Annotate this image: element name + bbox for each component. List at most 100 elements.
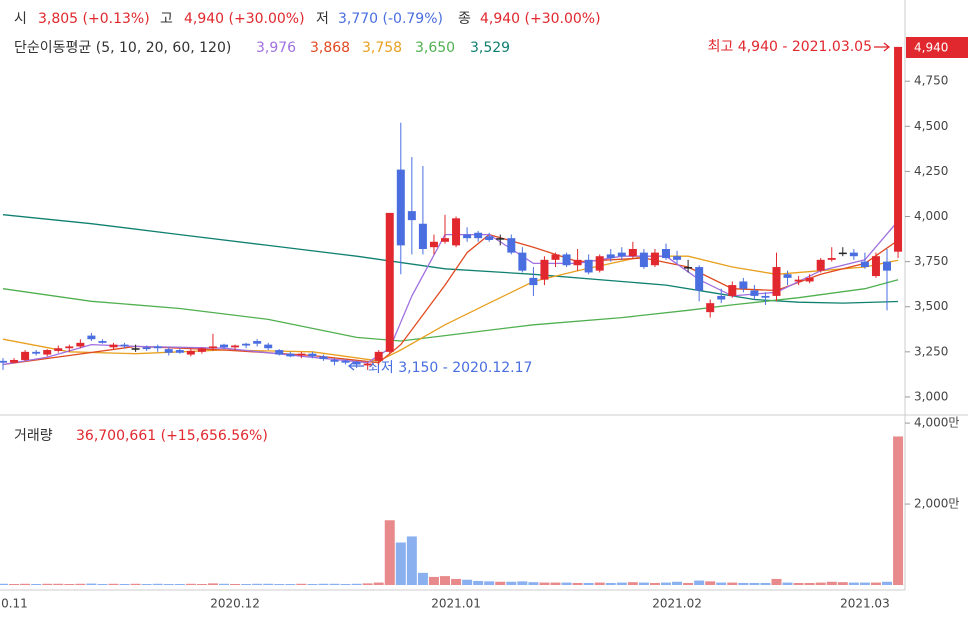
volume-bar bbox=[893, 436, 904, 585]
close-value: 4,940 (+30.00%) bbox=[480, 11, 601, 27]
volume-bar bbox=[672, 581, 683, 585]
candle-body bbox=[175, 350, 184, 353]
volume-bar bbox=[649, 582, 660, 585]
candle-body bbox=[32, 351, 41, 354]
volume-bar bbox=[274, 583, 285, 585]
candle-body bbox=[264, 344, 273, 349]
candle-body bbox=[728, 285, 737, 296]
open-label: 시 bbox=[14, 11, 27, 27]
volume-bar bbox=[31, 583, 42, 585]
candle-body bbox=[120, 344, 129, 347]
y-tick-label: 3,500 bbox=[914, 299, 948, 313]
volume-bar bbox=[473, 580, 484, 585]
volume-bar bbox=[340, 583, 351, 585]
volume-bar bbox=[517, 581, 528, 585]
volume-bar bbox=[395, 542, 406, 585]
candle-body bbox=[849, 252, 858, 257]
candle-body bbox=[43, 350, 52, 355]
y-tick-label: 4,250 bbox=[914, 164, 948, 178]
candle-body bbox=[297, 353, 306, 356]
candle-body bbox=[540, 259, 549, 280]
price-tag-box bbox=[906, 37, 968, 58]
candle-body bbox=[507, 238, 516, 253]
volume-bar bbox=[185, 583, 196, 585]
volume-bar bbox=[683, 582, 694, 585]
volume-bar bbox=[749, 582, 760, 585]
candle-body bbox=[109, 344, 118, 348]
volume-bar bbox=[782, 582, 793, 585]
candle-body bbox=[739, 281, 748, 289]
candle-body bbox=[452, 218, 461, 246]
volume-summary: 36,700,661 (+15,656.56%) bbox=[76, 428, 268, 444]
volume-bar bbox=[362, 583, 373, 585]
candle-body bbox=[407, 211, 416, 221]
candle-body bbox=[662, 249, 670, 259]
candle-body bbox=[860, 261, 869, 268]
candle-body bbox=[474, 232, 483, 239]
candle-body bbox=[164, 349, 173, 353]
candle-body bbox=[275, 350, 284, 355]
volume-bar bbox=[263, 583, 274, 585]
volume-bar bbox=[406, 536, 417, 585]
candle-body bbox=[761, 295, 770, 298]
y-tick-label: 4,000 bbox=[914, 209, 948, 223]
low-label: 저 bbox=[316, 11, 329, 27]
volume-bar bbox=[594, 582, 605, 585]
candle-body bbox=[562, 254, 571, 266]
candle-body bbox=[684, 267, 693, 269]
y-tick-label: 2,000만 bbox=[914, 497, 959, 511]
volume-bar bbox=[462, 579, 473, 585]
volume-bar bbox=[42, 583, 53, 585]
ma-value: 3,976 bbox=[256, 40, 296, 56]
price-tag: 4,940 bbox=[914, 41, 948, 55]
open-value: 3,805 (+0.13%) bbox=[38, 11, 150, 27]
volume-bar bbox=[0, 583, 8, 585]
candle-body bbox=[131, 348, 140, 350]
volume-bar bbox=[837, 582, 848, 585]
y-tick-label: 3,750 bbox=[914, 254, 948, 268]
volume-bar bbox=[771, 578, 782, 585]
ma-value: 3,758 bbox=[362, 40, 402, 56]
x-tick-label: 2021.01 bbox=[431, 597, 481, 611]
high-arrow bbox=[874, 42, 891, 52]
volume-bar bbox=[815, 582, 826, 585]
volume-bar bbox=[561, 582, 572, 585]
candle-body bbox=[330, 359, 339, 362]
volume-bar bbox=[318, 583, 329, 585]
volume-bar bbox=[108, 583, 119, 585]
candle-body bbox=[87, 335, 96, 340]
candle-body bbox=[242, 343, 251, 346]
x-tick-label: 2020.12 bbox=[210, 597, 260, 611]
candle-body bbox=[617, 252, 626, 257]
volume-bar bbox=[241, 583, 252, 585]
candle-body bbox=[628, 249, 637, 257]
volume-bar bbox=[539, 582, 550, 585]
volume-bar bbox=[882, 581, 892, 585]
volume-bar bbox=[616, 582, 627, 585]
volume-bar bbox=[870, 582, 881, 585]
volume-bar bbox=[495, 581, 506, 585]
volume-title: 거래량 bbox=[14, 428, 53, 444]
volume-bar bbox=[848, 582, 859, 585]
candle-body bbox=[429, 241, 438, 248]
moving-average bbox=[2, 279, 899, 342]
volume-bar bbox=[550, 582, 561, 585]
volume-bar bbox=[285, 583, 296, 585]
y-tick-label: 3,250 bbox=[914, 344, 948, 358]
candle-body bbox=[308, 353, 317, 357]
candle-body bbox=[827, 258, 836, 260]
candle-body bbox=[220, 344, 228, 348]
volume-bar bbox=[307, 583, 318, 585]
candle-body bbox=[496, 238, 505, 240]
high-value: 4,940 (+30.00%) bbox=[184, 11, 305, 27]
candle-body bbox=[352, 361, 361, 365]
candle-body bbox=[529, 277, 538, 286]
volume-bar bbox=[428, 576, 439, 585]
candle-body bbox=[319, 356, 328, 360]
candle-body bbox=[341, 360, 350, 363]
volume-bar bbox=[163, 583, 174, 585]
candle-body bbox=[650, 252, 659, 266]
volume-bar bbox=[484, 581, 495, 585]
volume-bar bbox=[694, 580, 705, 585]
